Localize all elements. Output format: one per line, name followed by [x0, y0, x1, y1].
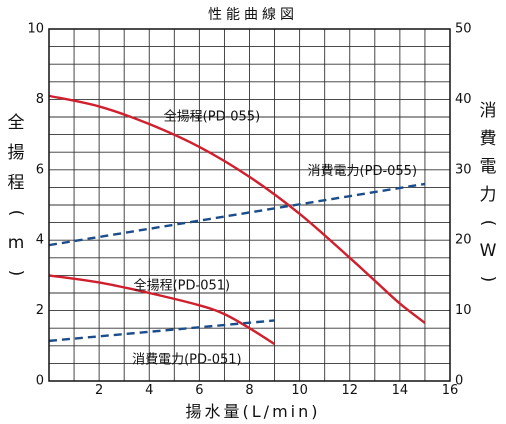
x-tick-label: 2 [95, 383, 103, 398]
axis-title-char: 程 [8, 173, 25, 193]
series-annotation: 全揚程(PD-055) [164, 109, 261, 125]
series-annotation: 消費電力(PD-051) [132, 352, 242, 367]
y-left-tick-label: 4 [36, 233, 44, 248]
axis-title-char: 全 [8, 113, 25, 133]
y-axis-right-title: 消費電力 ( W) [478, 101, 498, 282]
chart-title: 性能曲線図 [208, 7, 298, 23]
axis-title-char: 揚 [8, 143, 25, 163]
x-tick-label: 8 [245, 383, 253, 398]
series-line-2 [48, 182, 426, 247]
x-tick-label: 10 [291, 383, 308, 398]
series-annotation: 全揚程(PD-051) [134, 277, 231, 293]
y-left-tick-label: 6 [36, 162, 44, 177]
x-axis-title: 揚水量(L/min) [186, 402, 321, 421]
series-line-4 [48, 319, 275, 343]
y-right-tick-label: 30 [455, 162, 472, 177]
axis-title-char: 電 [480, 157, 497, 177]
axis-title-char: ( [6, 210, 26, 217]
series-line-3 [48, 274, 276, 346]
x-tick-label: 16 [442, 383, 459, 398]
y-right-tick-label: 10 [455, 303, 472, 318]
y-left-tick-label: 2 [36, 303, 44, 318]
y-left-tick-label: 8 [36, 92, 44, 107]
y-left-tick-label: 0 [36, 374, 44, 389]
series-annotation: 消費電力(PD-055) [308, 164, 418, 179]
y-axis-left-title: 全揚程 ( m) [6, 113, 26, 276]
plot-frame [48, 28, 451, 382]
axis-title-char: ) [6, 270, 26, 277]
axis-title-char: 消 [480, 101, 497, 121]
series-line-1 [48, 94, 426, 324]
x-tick-label: 12 [341, 383, 358, 398]
axis-title-char: ( [478, 220, 498, 227]
y-right-tick-label: 50 [455, 22, 472, 37]
axis-title-char: 力 [480, 185, 497, 205]
y-right-tick-label: 0 [455, 374, 463, 389]
x-tick-label: 6 [195, 383, 203, 398]
axis-title-char: W [480, 241, 497, 261]
axis-title-char: ) [478, 276, 498, 283]
series-layer [48, 94, 426, 346]
y-left-tick-label: 10 [27, 22, 44, 37]
y-right-tick-label: 20 [455, 233, 472, 248]
y-right-tick-label: 40 [455, 92, 472, 107]
axis-title-char: m [8, 233, 25, 253]
x-tick-label: 14 [392, 383, 409, 398]
x-tick-label: 4 [145, 383, 153, 398]
annotations: 全揚程(PD-055) 消費電力(PD-055) 全揚程(PD-051) 消費電力(P… [132, 109, 417, 368]
axis-title-char: 費 [480, 129, 497, 149]
